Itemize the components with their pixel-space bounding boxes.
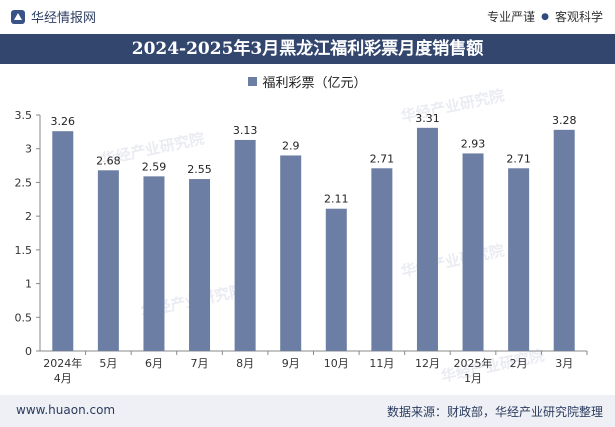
- x-tick-label: 12月: [415, 357, 440, 370]
- x-tick-label: 9月: [282, 357, 300, 370]
- footer: www.huaon.com 数据来源：财政部，华经产业研究院整理: [0, 395, 615, 427]
- bar: [416, 127, 438, 351]
- x-tick-label: 2024年: [43, 356, 82, 370]
- y-tick-label: 2.5: [15, 176, 33, 189]
- x-tick-label: 6月: [145, 357, 163, 370]
- y-tick-label: 3.5: [15, 109, 33, 122]
- bullet-icon: ●: [541, 11, 549, 22]
- data-label: 3.28: [552, 114, 577, 127]
- bar-chart: 0 0.5 1 1.5 2 2.5 3 3.5 3.26 2024年 4月 2.68 5月 2.59 6月 2…: [15, 109, 588, 385]
- data-label: 3.13: [233, 124, 258, 137]
- data-label: 3.31: [415, 112, 440, 125]
- x-tick-label: 1月: [464, 372, 482, 385]
- y-tick-label: 0: [25, 345, 32, 358]
- y-tick-label: 2: [25, 210, 32, 223]
- data-label: 2.71: [506, 152, 531, 165]
- data-label: 2.68: [96, 154, 121, 167]
- data-label: 2.71: [370, 152, 395, 165]
- brand-name: 华经情报网: [31, 11, 97, 26]
- y-tick-label: 3: [25, 143, 32, 156]
- chart-legend: 福利彩票（亿元）: [0, 72, 615, 91]
- bar: [325, 208, 347, 351]
- bar: [234, 139, 256, 351]
- y-tick-label: 0.5: [15, 311, 33, 324]
- huajing-logo-icon: [11, 9, 25, 24]
- footer-url[interactable]: www.huaon.com: [16, 403, 116, 417]
- data-label: 2.59: [142, 160, 167, 173]
- y-tick-label: 1: [25, 278, 32, 291]
- bar: [97, 170, 119, 351]
- x-tick-label: 11月: [369, 357, 394, 370]
- x-tick-label: 2025年: [454, 356, 493, 370]
- x-tick-label: 2月: [510, 357, 528, 370]
- legend-swatch: [248, 77, 258, 86]
- bar: [462, 153, 484, 351]
- x-tick-label: 5月: [99, 357, 117, 370]
- data-label: 2.9: [282, 139, 300, 152]
- bar: [553, 129, 575, 351]
- x-tick-label: 3月: [555, 357, 573, 370]
- x-tick-label: 8月: [236, 357, 254, 370]
- bar: [508, 168, 530, 351]
- bar: [189, 179, 211, 351]
- brand[interactable]: 华经情报网: [10, 7, 96, 26]
- data-label: 2.93: [461, 137, 486, 150]
- tagline: 专业严谨 ● 客观科学: [487, 8, 603, 25]
- top-bar: 华经情报网 专业严谨 ● 客观科学: [0, 0, 615, 34]
- bar: [371, 168, 393, 351]
- bar: [143, 176, 165, 351]
- data-label: 2.55: [187, 163, 212, 176]
- legend-label: 福利彩票（亿元）: [262, 76, 367, 91]
- chart-title: 2024-2025年3月黑龙江福利彩票月度销售额: [0, 34, 615, 64]
- data-source: 数据来源：财政部，华经产业研究院整理: [386, 405, 603, 419]
- x-tick-label: 7月: [191, 357, 209, 370]
- bar: [52, 131, 74, 351]
- tagline-left: 专业严谨: [487, 10, 536, 24]
- data-label: 3.26: [51, 115, 76, 128]
- bar: [280, 155, 302, 351]
- y-tick-label: 1.5: [15, 244, 33, 257]
- data-label: 2.11: [324, 193, 349, 206]
- x-tick-label: 10月: [324, 357, 349, 370]
- tagline-right: 客观科学: [554, 10, 603, 24]
- x-tick-label: 4月: [54, 372, 72, 385]
